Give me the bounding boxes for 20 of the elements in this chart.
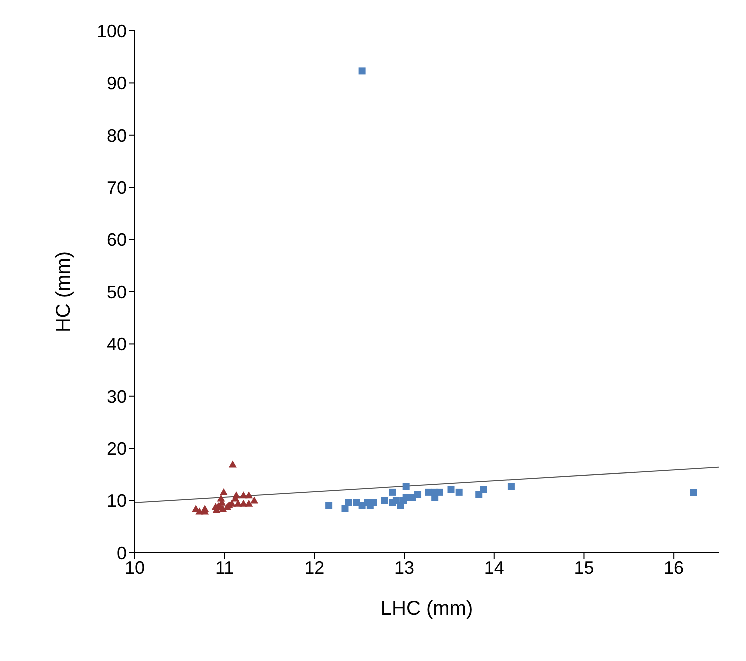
y-axis-title: HC (mm) [53, 251, 76, 333]
y-tick-label: 30 [106, 386, 127, 407]
y-tick-label: 50 [106, 282, 127, 302]
y-tick-label: 0 [116, 543, 127, 564]
x-tick-label: 13 [394, 558, 415, 578]
y-tick-label: 10 [106, 491, 127, 512]
x-tick-label: 16 [664, 558, 684, 578]
x-tick-label: 14 [484, 558, 504, 578]
y-tick-label: 20 [106, 438, 127, 459]
y-tick-label: 90 [106, 74, 127, 94]
y-tick-label: 40 [106, 334, 127, 355]
x-tick-label: 11 [216, 558, 234, 578]
x-tick-label: 12 [304, 558, 325, 578]
y-tick-label: 100 [96, 21, 127, 42]
x-tick-label: 10 [124, 558, 146, 578]
y-tick-label: 60 [106, 230, 127, 250]
x-tick-label: 15 [574, 558, 594, 578]
y-tick-label: 80 [106, 126, 127, 146]
y-tick-label: 70 [106, 178, 127, 198]
x-axis-title: LHC (mm) [380, 598, 474, 620]
